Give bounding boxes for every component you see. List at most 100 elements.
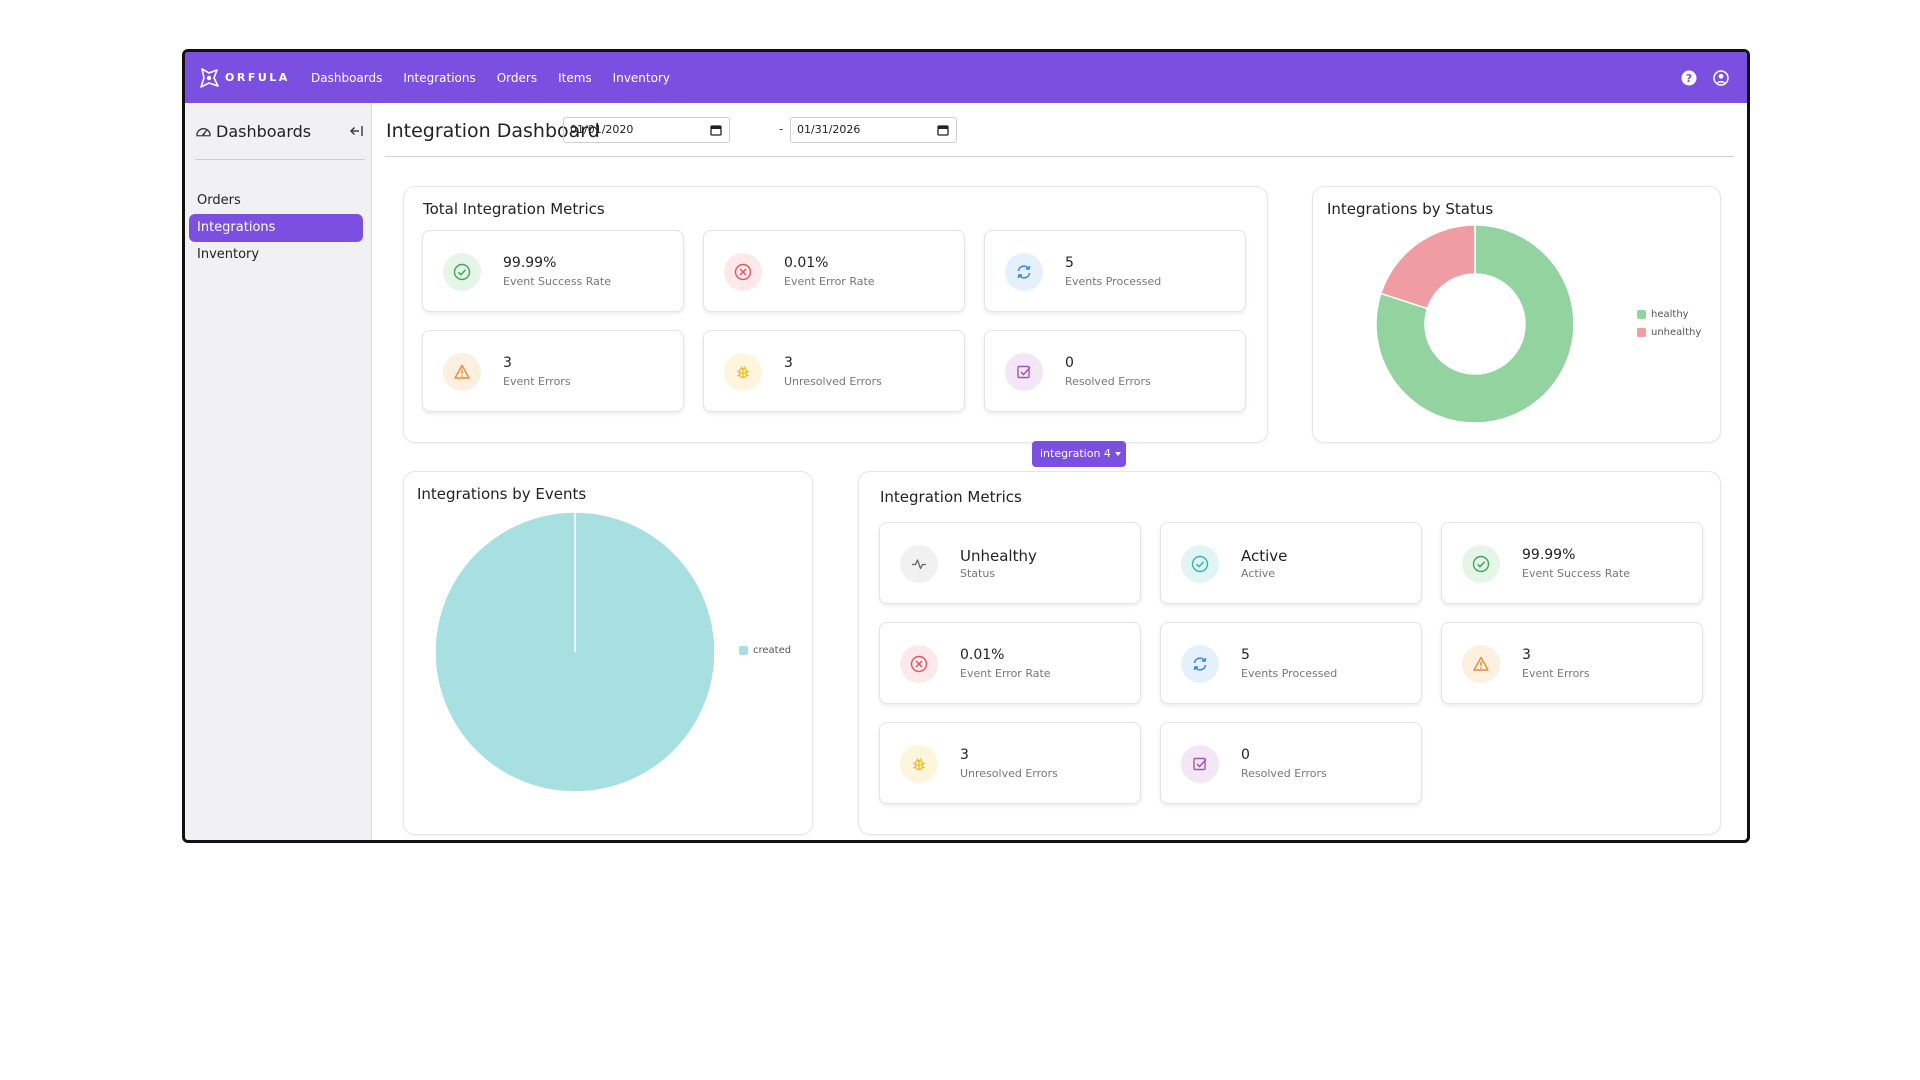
- total-metrics-title: Total Integration Metrics: [423, 200, 605, 218]
- refresh-icon: [1005, 253, 1043, 291]
- brand-name: ORFULA: [225, 71, 290, 84]
- metric-card: 0 Resolved Errors: [1160, 722, 1422, 804]
- metric-label: Event Errors: [1522, 667, 1590, 680]
- calendar-icon[interactable]: [710, 124, 722, 136]
- metric-value: 0.01%: [784, 255, 829, 271]
- check-circle-icon: [1462, 545, 1500, 583]
- header-divider: [385, 156, 1734, 157]
- metric-label: Events Processed: [1065, 275, 1162, 288]
- sidebar-item-integrations[interactable]: Integrations: [189, 214, 363, 242]
- dashboard-gauge-icon: [196, 128, 211, 137]
- metric-card: Active Active: [1160, 522, 1422, 604]
- metric-label: Event Errors: [503, 375, 571, 388]
- chevron-down-icon: [1114, 452, 1121, 456]
- end-date-value: 01/31/2026: [797, 123, 861, 136]
- metric-value: 0: [1241, 747, 1250, 763]
- bug-icon: [900, 745, 938, 783]
- checkbox-icon: [1181, 745, 1219, 783]
- nav-inventory[interactable]: Inventory: [612, 70, 670, 85]
- warning-icon: [443, 353, 481, 391]
- events-pie-chart: [434, 511, 716, 793]
- metric-label: Unresolved Errors: [960, 767, 1058, 780]
- legend-label: created: [753, 645, 792, 656]
- top-navbar: ORFULA Dashboards Integrations Orders It…: [185, 52, 1747, 103]
- legend-label: healthy: [1651, 309, 1689, 320]
- metric-card: Unhealthy Status: [879, 522, 1141, 604]
- metric-card: 0 Resolved Errors: [984, 330, 1246, 412]
- metric-label: Event Error Rate: [784, 275, 875, 288]
- nav-orders[interactable]: Orders: [496, 70, 538, 85]
- sidebar: Dashboards Orders Integrations Inventory: [185, 103, 372, 840]
- metric-card: 3 Event Errors: [422, 330, 684, 412]
- metric-value: 5: [1241, 647, 1250, 663]
- events-chart-title: Integrations by Events: [417, 485, 587, 503]
- brand-logo[interactable]: ORFULA: [197, 66, 297, 90]
- metric-label: Active: [1241, 567, 1276, 580]
- metric-value: Unhealthy: [960, 547, 1037, 565]
- legend-item-created[interactable]: created: [739, 645, 791, 656]
- metric-card: 99.99% Event Success Rate: [1441, 522, 1703, 604]
- pie-slice-healthy[interactable]: [1375, 224, 1575, 424]
- sidebar-item-orders[interactable]: Orders: [197, 193, 241, 208]
- metric-label: Events Processed: [1241, 667, 1338, 680]
- x-circle-icon: [900, 645, 938, 683]
- metric-value: 0: [1065, 355, 1074, 371]
- metric-value: 3: [1522, 647, 1531, 663]
- metric-card: 3 Unresolved Errors: [879, 722, 1141, 804]
- pie-slice-unhealthy[interactable]: [1379, 224, 1476, 310]
- start-date-input[interactable]: 01/01/2020: [563, 117, 730, 143]
- calendar-icon[interactable]: [937, 124, 949, 136]
- bug-icon: [724, 353, 762, 391]
- metric-label: Event Success Rate: [1522, 567, 1631, 580]
- logo-icon: [200, 67, 219, 88]
- metric-card: 5 Events Processed: [1160, 622, 1422, 704]
- legend-item-unhealthy[interactable]: unhealthy: [1637, 327, 1701, 338]
- integration-select-value: integration 4: [1040, 447, 1111, 460]
- metric-value: Active: [1241, 547, 1288, 565]
- legend-item-healthy[interactable]: healthy: [1637, 309, 1689, 320]
- page-title: Integration Dashboard: [386, 120, 600, 142]
- status-donut-chart: [1375, 224, 1575, 424]
- checkbox-icon: [1005, 353, 1043, 391]
- sidebar-title: Dashboards: [216, 122, 312, 141]
- collapse-sidebar-icon[interactable]: [349, 123, 365, 139]
- metric-label: Unresolved Errors: [784, 375, 882, 388]
- metric-value: 5: [1065, 255, 1074, 271]
- sidebar-header: Dashboards: [195, 122, 365, 160]
- metric-card: 3 Event Errors: [1441, 622, 1703, 704]
- integration-select-dropdown[interactable]: integration 4: [1032, 441, 1126, 467]
- metric-card: 0.01% Event Error Rate: [879, 622, 1141, 704]
- nav-integrations[interactable]: Integrations: [403, 70, 476, 85]
- nav-items[interactable]: Items: [558, 70, 592, 85]
- legend-swatch-healthy: [1637, 310, 1646, 319]
- legend-swatch-created: [739, 646, 748, 655]
- metric-label: Resolved Errors: [1241, 767, 1327, 780]
- metric-card: 3 Unresolved Errors: [703, 330, 965, 412]
- metric-label: Event Success Rate: [503, 275, 612, 288]
- app-window: ORFULA Dashboards Integrations Orders It…: [182, 49, 1750, 843]
- pulse-icon: [900, 545, 938, 583]
- svg-text:?: ?: [1686, 72, 1692, 85]
- nav-dashboards[interactable]: Dashboards: [311, 70, 383, 85]
- date-separator: -: [779, 122, 784, 136]
- warning-icon: [1462, 645, 1500, 683]
- metric-card: 0.01% Event Error Rate: [703, 230, 965, 312]
- metric-label: Status: [960, 567, 996, 580]
- legend-label: unhealthy: [1651, 327, 1702, 338]
- metric-value: 99.99%: [503, 255, 557, 271]
- metric-label: Resolved Errors: [1065, 375, 1151, 388]
- check-circle-icon: [443, 253, 481, 291]
- help-icon[interactable]: ?: [1681, 70, 1697, 86]
- metric-value: 3: [503, 355, 512, 371]
- metric-label: Event Error Rate: [960, 667, 1051, 680]
- metric-value: 3: [960, 747, 969, 763]
- sidebar-item-inventory[interactable]: Inventory: [197, 247, 260, 262]
- start-date-value: 01/01/2020: [570, 123, 634, 136]
- x-circle-icon: [724, 253, 762, 291]
- end-date-input[interactable]: 01/31/2026: [790, 117, 957, 143]
- status-chart-title: Integrations by Status: [1327, 200, 1494, 218]
- check-circle-icon: [1181, 545, 1219, 583]
- metric-card: 5 Events Processed: [984, 230, 1246, 312]
- user-account-icon[interactable]: [1713, 69, 1729, 86]
- metric-value: 3: [784, 355, 793, 371]
